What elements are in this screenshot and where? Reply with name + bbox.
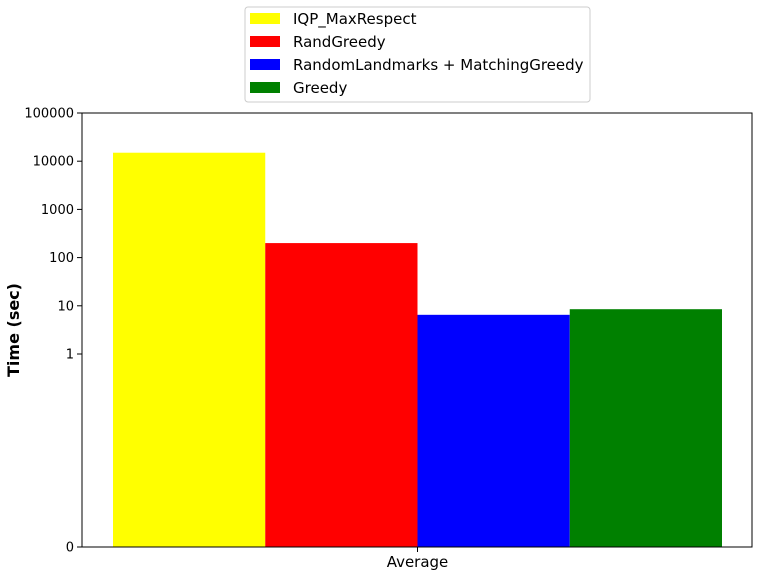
legend-swatch <box>250 13 280 24</box>
y-tick-label: 10 <box>57 299 74 314</box>
y-tick-label: 1 <box>66 348 74 363</box>
bar-greedy <box>569 309 722 547</box>
y-axis-label: Time (sec) <box>4 283 23 377</box>
y-tick-label: 100000 <box>24 107 74 122</box>
y-tick-label: 10000 <box>33 155 74 170</box>
bar-iqp-maxrespect <box>113 152 266 547</box>
x-axis-ticks: Average <box>387 547 449 571</box>
legend-label: IQP_MaxRespect <box>293 10 417 29</box>
legend-swatch <box>250 36 280 47</box>
legend-label: Greedy <box>293 79 347 97</box>
y-tick-label: 0 <box>66 541 74 556</box>
legend-label: RandomLandmarks + MatchingGreedy <box>293 56 584 74</box>
legend-swatch <box>250 59 280 70</box>
legend-label: RandGreedy <box>293 33 386 51</box>
legend: IQP_MaxRespect RandGreedy RandomLandmarks … <box>244 6 591 103</box>
y-axis-ticks: 0 1 10 100 1000 10000 100000 <box>24 107 82 556</box>
x-tick-label: Average <box>387 553 449 571</box>
bars-group <box>113 152 722 548</box>
y-tick-label: 100 <box>49 251 74 266</box>
legend-frame <box>244 6 591 103</box>
bar-randgreedy <box>265 243 418 548</box>
y-tick-label: 1000 <box>41 203 74 218</box>
bar-randomlandmarks-matchinggreedy <box>417 314 570 547</box>
legend-swatch <box>250 82 280 93</box>
